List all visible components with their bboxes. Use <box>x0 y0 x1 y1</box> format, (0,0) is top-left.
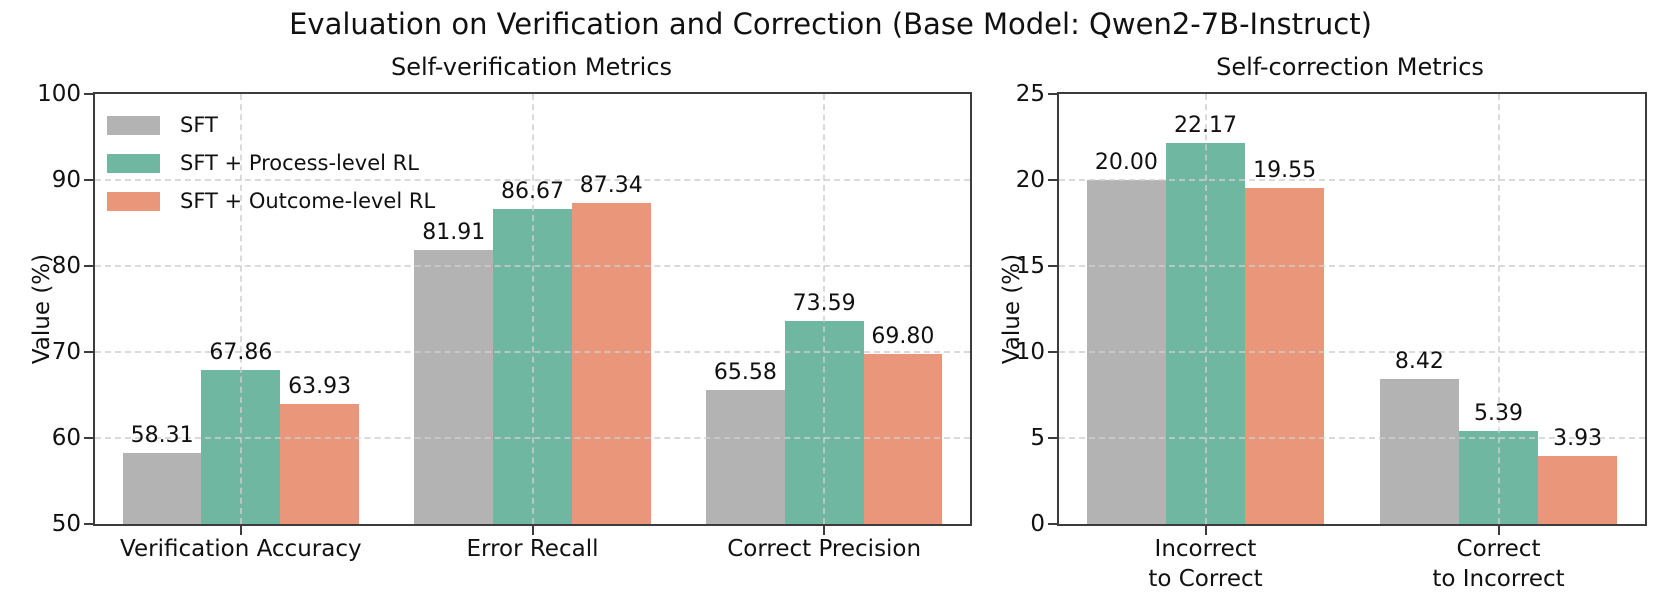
category-label-line: Error Recall <box>466 536 599 562</box>
bar-value-label: 69.80 <box>871 323 935 349</box>
bar-value-label: 73.59 <box>792 291 856 317</box>
bar-value-label: 87.34 <box>579 172 643 198</box>
y-tick-label: 80 <box>51 253 81 279</box>
y-tick-mark <box>84 437 93 439</box>
bar <box>1245 187 1325 524</box>
bar-value-label: 58.31 <box>130 422 194 448</box>
bar <box>414 249 494 524</box>
v-gridline <box>823 94 826 524</box>
v-gridline <box>531 94 534 524</box>
bar-value-label: 86.67 <box>501 178 564 204</box>
bar-value-label: 81.91 <box>422 219 486 245</box>
y-tick-mark <box>1048 179 1057 181</box>
category-label-line: Correct Precision <box>727 536 922 562</box>
legend-row: SFT + Outcome-level RL <box>107 182 435 220</box>
y-tick-mark <box>1048 437 1057 439</box>
v-gridline <box>1497 94 1500 524</box>
legend-swatch <box>107 115 160 135</box>
bar <box>122 452 202 524</box>
y-tick-label: 70 <box>51 339 81 365</box>
subplot-title-self-verification: Self-verification Metrics <box>390 53 673 81</box>
y-tick-mark <box>84 179 93 181</box>
y-tick-mark <box>1048 93 1057 95</box>
y-tick-mark <box>84 93 93 95</box>
legend-label: SFT + Outcome-level RL <box>180 189 436 213</box>
y-tick-label: 20 <box>1015 167 1045 193</box>
legend-swatch <box>107 191 160 211</box>
category-label: Correct Precision <box>678 534 970 564</box>
y-tick-mark <box>84 351 93 353</box>
category-label: Error Recall <box>387 534 679 564</box>
y-tick-mark <box>84 265 93 267</box>
bar-value-label: 5.39 <box>1474 401 1523 427</box>
bar-value-label: 65.58 <box>713 360 777 385</box>
category-label-line: Correct <box>1456 536 1541 562</box>
y-tick-mark <box>1048 351 1057 353</box>
figure-title: Evaluation on Verification and Correctio… <box>289 7 1372 41</box>
bar <box>280 404 359 524</box>
category-label-line: to Correct <box>1148 566 1263 593</box>
h-gridline <box>1059 179 1645 181</box>
legend-swatch <box>107 153 160 173</box>
category-label-line: Verification Accuracy <box>120 536 362 562</box>
y-tick-mark <box>84 523 93 525</box>
axes-self-verification: Value (%) 50 60 70 80 90 100 Verification Accu… <box>29 81 972 562</box>
bar-value-label: 63.93 <box>288 374 352 400</box>
bar-value-label: 22.17 <box>1174 112 1237 138</box>
legend: SFT SFT + Process-level RL SFT + Outcome-l… <box>107 106 435 220</box>
x-tick-mark <box>1497 526 1500 535</box>
y-tick-label: 10 <box>1015 339 1045 365</box>
h-gridline <box>1059 351 1645 353</box>
category-label: Incorrect to Correct <box>1059 534 1352 595</box>
y-tick-label: 25 <box>1015 81 1045 107</box>
bar <box>571 202 651 524</box>
legend-label: SFT <box>180 113 218 137</box>
bar-value-label: 20.00 <box>1094 150 1158 175</box>
bar <box>1538 456 1618 524</box>
h-gridline <box>1059 437 1645 439</box>
v-gridline <box>239 94 242 524</box>
bar <box>706 390 785 524</box>
v-gridline <box>1204 94 1207 524</box>
legend-label: SFT + Process-level RL <box>180 151 419 175</box>
y-tick-label: 0 <box>1030 511 1045 537</box>
y-tick-label: 5 <box>1030 425 1045 451</box>
bar-value-label: 3.93 <box>1553 426 1603 452</box>
y-tick-mark <box>1048 265 1057 267</box>
category-label-line: Incorrect <box>1154 536 1257 562</box>
legend-row: SFT + Process-level RL <box>107 144 435 182</box>
y-tick-label: 100 <box>37 81 81 107</box>
x-tick-mark <box>531 526 534 535</box>
category-label: Verification Accuracy <box>95 534 387 564</box>
y-tick-mark <box>1048 523 1057 525</box>
legend-row: SFT <box>107 106 435 144</box>
bar-value-label: 67.86 <box>209 340 273 366</box>
x-tick-mark <box>1204 526 1207 535</box>
bar-value-label: 19.55 <box>1253 157 1317 183</box>
bar-value-label: 8.42 <box>1394 349 1444 375</box>
subplot-title-self-correction: Self-correction Metrics <box>1216 53 1484 81</box>
y-tick-label: 50 <box>51 511 81 537</box>
category-label-line: to Incorrect <box>1432 566 1565 593</box>
x-tick-mark <box>239 526 242 535</box>
y-tick-label: 15 <box>1015 253 1045 279</box>
y-tick-label: 90 <box>51 167 81 193</box>
bar <box>1379 379 1459 524</box>
x-tick-mark <box>823 526 826 535</box>
category-label: Correct to Incorrect <box>1352 534 1645 595</box>
h-gridline <box>1059 265 1645 267</box>
y-tick-label: 60 <box>51 425 81 451</box>
axes-self-correction: Value (%) 0 5 10 15 20 25 Incorrect to Correct C… <box>999 81 1647 592</box>
